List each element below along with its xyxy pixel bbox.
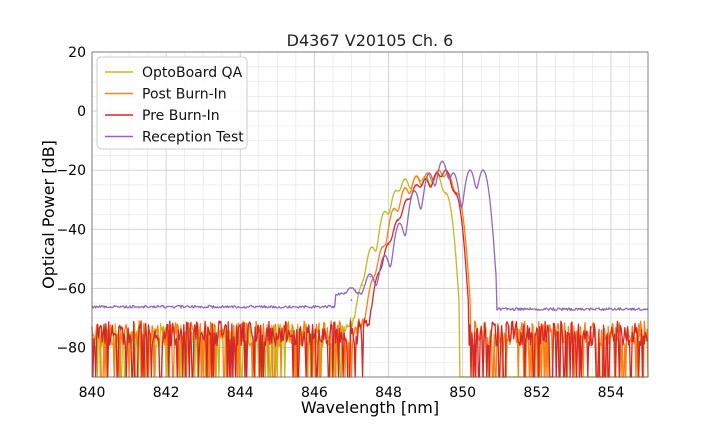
peak-point [404, 187, 407, 189]
y-tick-label: −40 [56, 222, 86, 238]
peak-point [428, 172, 431, 175]
x-tick-label: 842 [153, 385, 180, 401]
y-tick-label: −20 [56, 163, 86, 179]
peak-point [370, 246, 373, 248]
x-tick-label: 848 [375, 385, 402, 401]
x-tick-label: 850 [449, 385, 476, 401]
peak-point [383, 254, 386, 257]
peak-point [396, 219, 399, 222]
peak-point [406, 198, 408, 201]
peak-point [395, 189, 397, 192]
legend-label: Reception Test [142, 130, 244, 146]
chart-title: D4367 V20105 Ch. 6 [287, 31, 454, 50]
x-tick-label: 840 [79, 385, 106, 401]
x-tick-label: 846 [301, 385, 328, 401]
plot-frame [91, 51, 649, 378]
peak-point [398, 222, 401, 225]
peak-point [382, 246, 384, 248]
peak-point [415, 175, 418, 177]
legend-label: OptoBoard QA [142, 65, 243, 81]
peak-point [350, 299, 353, 302]
series-line-reception-test [91, 160, 649, 312]
peak-point [441, 160, 444, 163]
y-tick-label: 20 [68, 45, 86, 61]
x-tick-label: 852 [523, 385, 550, 401]
peak-point [482, 169, 484, 172]
x-tick-label: 854 [598, 385, 625, 401]
peak-point [469, 169, 471, 172]
peak-point [413, 189, 416, 192]
peak-point [361, 284, 364, 287]
peak-point [415, 184, 418, 186]
peak-point [393, 207, 395, 210]
y-tick-labels: 20 0 −20 −40 −60 −80 [56, 45, 86, 356]
peak-point [369, 275, 371, 278]
legend-label: Pre Burn-In [142, 108, 220, 124]
legend: OptoBoard QA Post Burn-In Pre Burn-In Recep… [96, 56, 248, 150]
series-line-pre-burn-in [91, 169, 649, 378]
x-axis-label: Wavelength [nm] [301, 398, 439, 417]
x-tick-label: 844 [227, 385, 254, 401]
peak-point [452, 172, 455, 175]
peak-point [454, 192, 457, 195]
legend-box [96, 56, 248, 150]
legend-label: Post Burn-In [142, 87, 227, 103]
peak-point [404, 178, 407, 180]
y-axis-label: Optical Power [dB] [39, 140, 58, 289]
peak-point [383, 210, 386, 213]
peak-point [445, 192, 447, 195]
y-tick-label: 0 [77, 104, 86, 120]
peak-point [387, 243, 390, 245]
y-tick-label: −60 [56, 281, 86, 297]
y-tick-label: −80 [56, 340, 86, 356]
peak-point [435, 172, 438, 175]
x-tick-labels: 840 842 844 846 848 850 852 854 [79, 385, 625, 401]
